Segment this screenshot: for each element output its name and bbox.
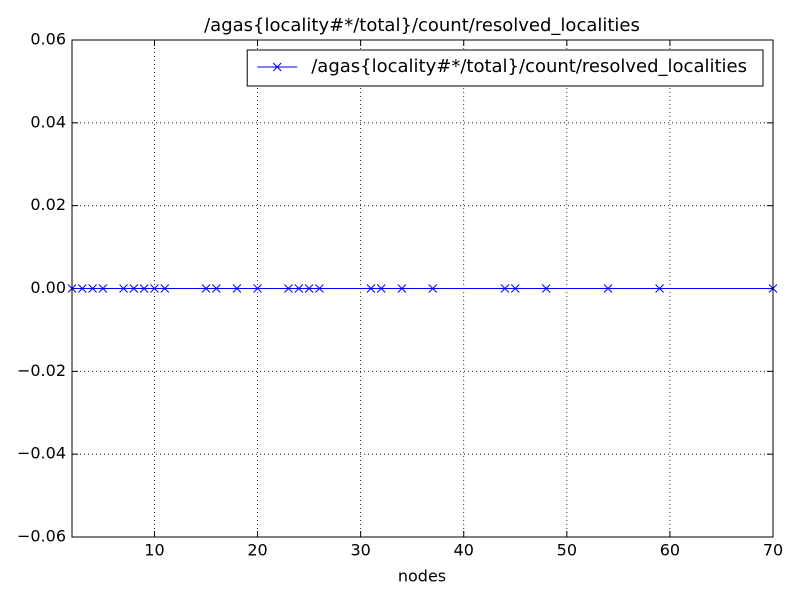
data-point <box>655 284 664 293</box>
x-tick-label: 20 <box>247 541 267 560</box>
plot-frame <box>71 39 774 538</box>
data-point <box>98 284 108 293</box>
data-point <box>160 284 170 293</box>
data-point <box>603 284 613 293</box>
data-point <box>253 284 262 293</box>
x-tick-label: 10 <box>144 541 164 560</box>
x-tick-label: 40 <box>454 541 474 560</box>
data-point <box>304 284 314 293</box>
data-point <box>119 284 128 293</box>
data-point <box>88 284 97 293</box>
x-axis-label: nodes <box>398 567 446 586</box>
chart-title: /agas{locality#*/total}/count/resolved_l… <box>204 15 640 36</box>
legend-marker <box>272 62 282 72</box>
data-point <box>366 284 376 293</box>
data-point <box>397 284 407 293</box>
data-point <box>201 284 211 293</box>
y-tick-label: 0.02 <box>30 195 66 214</box>
y-tick-label: −0.04 <box>17 444 66 463</box>
x-tick-label: 60 <box>660 541 680 560</box>
data-point <box>129 284 139 293</box>
data-point <box>77 284 87 293</box>
data-point <box>139 284 149 293</box>
legend-label: /agas{locality#*/total}/count/resolved_l… <box>311 56 747 77</box>
y-tick-label: −0.02 <box>17 361 66 380</box>
x-tick-label: 30 <box>350 541 370 560</box>
y-tick-label: −0.06 <box>17 527 66 546</box>
y-tick-label: 0.04 <box>30 112 66 131</box>
legend-box <box>246 49 764 87</box>
x-tick-label: 50 <box>557 541 577 560</box>
data-point <box>500 284 510 293</box>
y-tick-label: 0.06 <box>30 30 66 49</box>
data-point <box>315 284 324 293</box>
y-tick-label: 0.00 <box>30 278 66 297</box>
data-point <box>294 284 304 293</box>
data-point <box>211 284 221 293</box>
data-point <box>510 284 520 293</box>
data-point <box>541 284 551 293</box>
data-point <box>428 284 438 293</box>
data-point <box>376 284 386 293</box>
data-point <box>150 284 159 293</box>
data-point <box>284 284 293 293</box>
x-tick-label: 70 <box>763 541 783 560</box>
data-point <box>232 284 242 293</box>
legend: /agas{locality#*/total}/count/resolved_l… <box>246 49 764 87</box>
